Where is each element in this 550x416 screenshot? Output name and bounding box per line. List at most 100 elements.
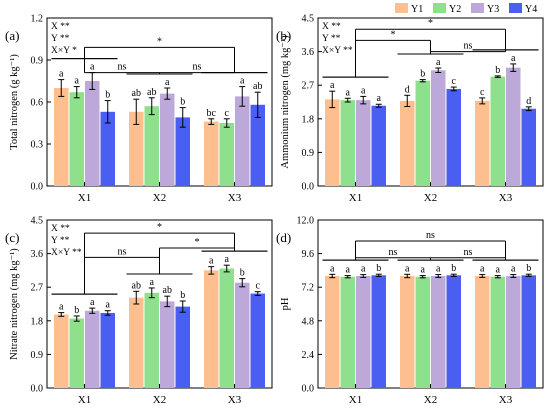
bar-y3-x3 bbox=[506, 276, 521, 388]
error-bar bbox=[344, 275, 351, 279]
significance-letter: b bbox=[240, 268, 245, 279]
bar-y3-x2 bbox=[431, 70, 446, 186]
error-bar bbox=[239, 86, 246, 107]
y-tick-label: 2.7 bbox=[302, 81, 315, 92]
error-bar bbox=[450, 273, 457, 277]
error-bar bbox=[360, 274, 367, 278]
error-bar bbox=[344, 97, 351, 103]
significance-letter: a bbox=[150, 277, 155, 288]
y-tick-label: 0.9 bbox=[31, 56, 44, 67]
comparison-label: * bbox=[157, 222, 162, 233]
error-bar bbox=[208, 118, 215, 125]
legend-swatch-y2 bbox=[433, 3, 446, 13]
error-bar bbox=[375, 103, 382, 108]
bar-y1-x1 bbox=[54, 314, 69, 388]
panel-label: (b) bbox=[276, 28, 291, 43]
bar-y4-x2 bbox=[446, 88, 461, 186]
error-bar bbox=[525, 273, 532, 277]
error-bar bbox=[208, 266, 215, 275]
bar-y1-x3 bbox=[204, 121, 219, 186]
bar-y3-x1 bbox=[85, 310, 100, 388]
bar-y4-x3 bbox=[250, 104, 265, 186]
y-tick-label: 0.3 bbox=[31, 140, 44, 151]
x-tick-label: X2 bbox=[424, 394, 437, 406]
error-bar bbox=[510, 274, 517, 278]
bar-y2-x3 bbox=[490, 276, 505, 388]
legend-label-y4: Y4 bbox=[525, 4, 537, 15]
bar-y1-x3 bbox=[475, 100, 490, 186]
comparison-bracket: * bbox=[51, 222, 268, 295]
panel-1: 0.0 0.3 0.6 0.9 1.2 Total nitrogen (g kg⁻¹) X1… bbox=[5, 14, 273, 204]
y-tick-label: 3.6 bbox=[31, 249, 44, 260]
error-bar bbox=[404, 273, 411, 279]
significance-letter: a bbox=[377, 93, 382, 104]
comparison-label: ns bbox=[464, 41, 473, 52]
y-axis-label: Total nitrogen (g kg⁻¹) bbox=[9, 54, 20, 150]
panel-3: 0.0 0.9 1.8 2.7 3.6 4.5 Nitrate nitrogen (mg k… bbox=[5, 216, 273, 406]
x-tick-label: X1 bbox=[78, 192, 91, 204]
significance-letter: a bbox=[330, 80, 335, 91]
significance-letter: d bbox=[405, 84, 410, 95]
comparison-label: ns bbox=[389, 247, 398, 258]
error-bar bbox=[104, 100, 111, 124]
bar-y4-x1 bbox=[100, 111, 115, 186]
stats-text: Y ** bbox=[51, 34, 70, 44]
legend-label-y2: Y2 bbox=[449, 4, 461, 15]
error-bar bbox=[254, 91, 261, 118]
error-bar bbox=[89, 307, 96, 314]
bar-y2-x1 bbox=[340, 100, 355, 186]
significance-letter: ab bbox=[253, 81, 262, 92]
significance-letter: a bbox=[75, 76, 80, 87]
significance-letter: bc bbox=[207, 108, 217, 119]
stats-text: X ** bbox=[51, 22, 70, 32]
error-bar bbox=[329, 90, 336, 109]
bar-y2-x2 bbox=[415, 276, 430, 388]
significance-letter: a bbox=[361, 264, 366, 275]
significance-letter: b bbox=[451, 263, 456, 274]
significance-letter: b bbox=[526, 263, 531, 274]
x-tick-label: X2 bbox=[153, 192, 166, 204]
significance-letter: a bbox=[511, 264, 516, 275]
significance-letter: a bbox=[209, 256, 214, 267]
error-bar bbox=[525, 106, 532, 112]
significance-letter: a bbox=[225, 254, 230, 265]
stats-text: Y ** bbox=[322, 34, 341, 44]
bar-y4-x2 bbox=[446, 275, 461, 388]
error-bar bbox=[179, 300, 186, 313]
y-tick-label: 0.0 bbox=[31, 384, 44, 395]
error-bar bbox=[375, 273, 382, 277]
error-bar bbox=[435, 67, 442, 74]
bar-y1-x3 bbox=[204, 270, 219, 388]
error-bar bbox=[223, 264, 230, 273]
error-bar bbox=[104, 310, 111, 316]
bar-y2-x1 bbox=[340, 276, 355, 388]
error-bar bbox=[58, 312, 65, 317]
significance-letter: a bbox=[106, 300, 111, 311]
legend-label-y1: Y1 bbox=[411, 4, 423, 15]
y-tick-label: 4.5 bbox=[302, 14, 315, 25]
x-tick-label: X3 bbox=[499, 394, 513, 406]
x-tick-label: X1 bbox=[349, 192, 362, 204]
comparison-bracket: ns bbox=[51, 58, 193, 75]
panel-label: (c) bbox=[5, 230, 19, 245]
panel-label: (a) bbox=[5, 28, 19, 43]
significance-letter: a bbox=[90, 297, 95, 308]
significance-letter: b bbox=[495, 65, 500, 76]
significance-letter: b bbox=[180, 290, 185, 301]
bar-y4-x2 bbox=[175, 306, 190, 388]
bar-y3-x3 bbox=[235, 282, 250, 388]
significance-letter: a bbox=[240, 76, 245, 87]
error-bar bbox=[148, 287, 155, 299]
error-bar bbox=[148, 97, 155, 116]
significance-letter: a bbox=[405, 263, 410, 274]
bar-y4-x1 bbox=[371, 275, 386, 388]
bar-y2-x2 bbox=[144, 106, 159, 186]
significance-letter: a bbox=[480, 264, 485, 275]
error-bar bbox=[404, 94, 411, 107]
significance-letter: b bbox=[420, 69, 425, 80]
significance-letter: a bbox=[59, 69, 64, 80]
error-bar bbox=[254, 291, 261, 296]
stats-text: X ** bbox=[51, 224, 70, 234]
bar-y4-x3 bbox=[521, 275, 536, 388]
